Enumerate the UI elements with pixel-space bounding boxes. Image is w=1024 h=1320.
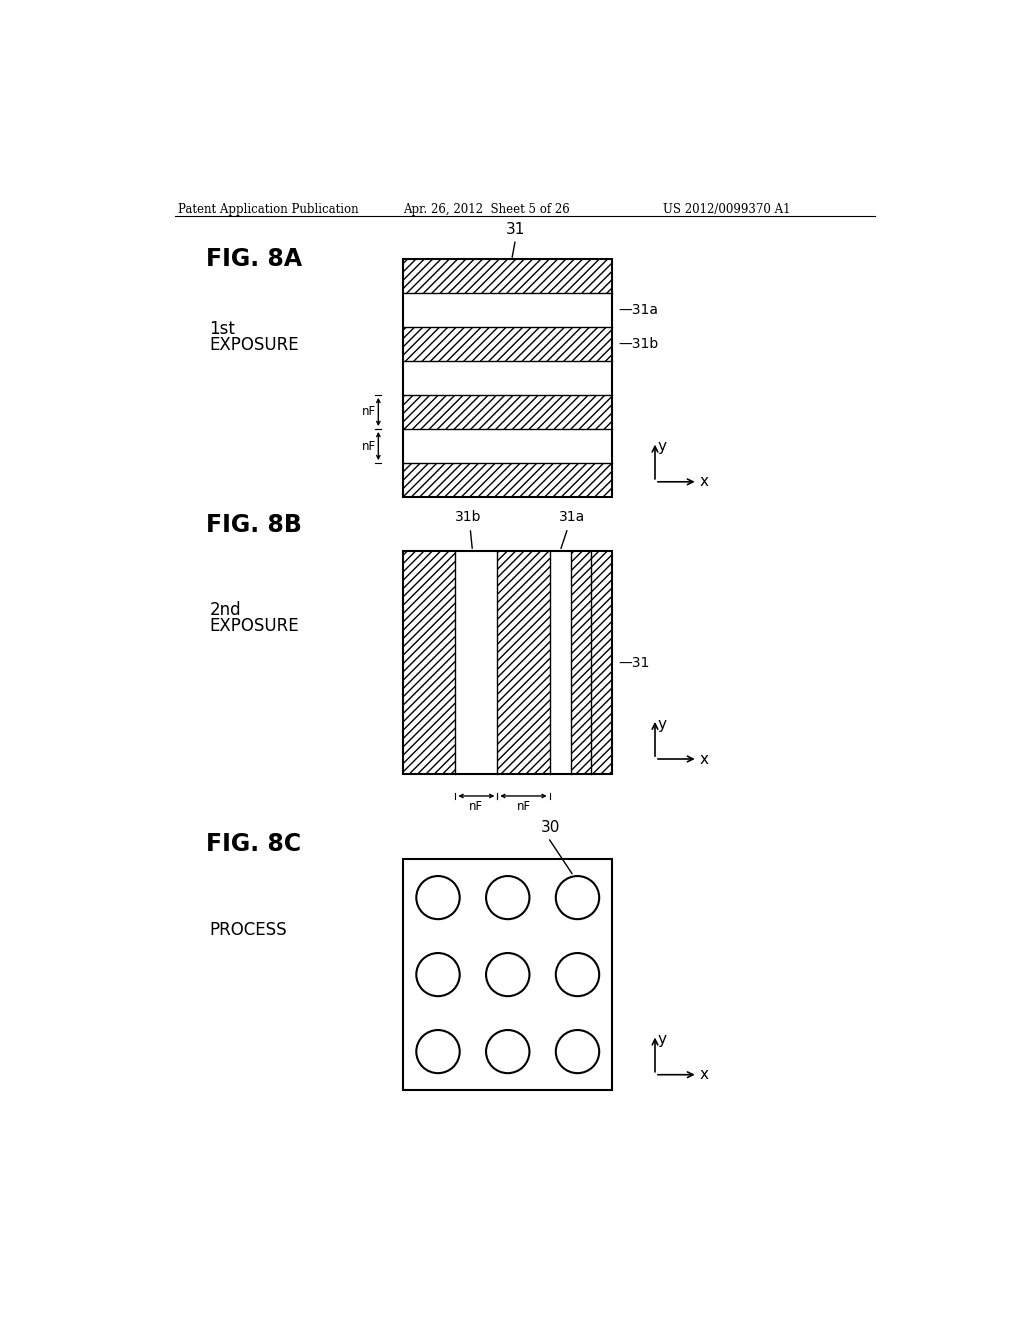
Text: 31: 31 [506, 222, 525, 238]
Bar [403, 859, 612, 1090]
Bar [570, 552, 592, 775]
Bar [403, 552, 612, 775]
Text: y: y [657, 440, 667, 454]
Bar [403, 327, 612, 360]
Text: EXPOSURE: EXPOSURE [209, 616, 299, 635]
Text: nF: nF [469, 800, 483, 813]
Bar [403, 327, 612, 360]
Text: 31b: 31b [456, 510, 482, 524]
Text: 2nd: 2nd [209, 601, 241, 619]
Text: nF: nF [361, 440, 376, 453]
Bar [403, 429, 612, 463]
Bar [498, 552, 550, 775]
Text: nF: nF [361, 405, 376, 418]
Text: PROCESS: PROCESS [209, 921, 287, 939]
Text: US 2012/0099370 A1: US 2012/0099370 A1 [663, 203, 791, 216]
Bar [570, 552, 592, 775]
Text: x: x [700, 1067, 709, 1082]
Text: —31a: —31a [618, 302, 658, 317]
Text: Apr. 26, 2012  Sheet 5 of 26: Apr. 26, 2012 Sheet 5 of 26 [403, 203, 570, 216]
Bar [403, 259, 612, 293]
Text: x: x [700, 474, 709, 490]
Bar [403, 259, 612, 293]
Bar [403, 463, 612, 498]
Bar [403, 463, 612, 498]
Text: FIG. 8A: FIG. 8A [206, 247, 302, 271]
Text: y: y [657, 717, 667, 731]
Bar [550, 552, 570, 775]
Bar [592, 552, 612, 775]
Bar [403, 552, 456, 775]
Text: nF: nF [516, 800, 530, 813]
Text: Patent Application Publication: Patent Application Publication [178, 203, 359, 216]
Text: 31a: 31a [558, 510, 585, 524]
Text: x: x [700, 751, 709, 767]
Bar [403, 395, 612, 429]
Text: —31: —31 [618, 656, 650, 669]
Text: FIG. 8C: FIG. 8C [206, 832, 301, 857]
Bar [592, 552, 612, 775]
Bar [403, 552, 456, 775]
Text: FIG. 8B: FIG. 8B [206, 512, 301, 537]
Bar [456, 552, 498, 775]
Bar [403, 259, 612, 498]
Bar [403, 293, 612, 327]
Bar [498, 552, 550, 775]
Text: EXPOSURE: EXPOSURE [209, 335, 299, 354]
Text: —31b: —31b [618, 337, 658, 351]
Text: 30: 30 [541, 820, 560, 836]
Bar [403, 395, 612, 429]
Text: y: y [657, 1032, 667, 1047]
Text: 1st: 1st [209, 321, 236, 338]
Bar [403, 360, 612, 395]
